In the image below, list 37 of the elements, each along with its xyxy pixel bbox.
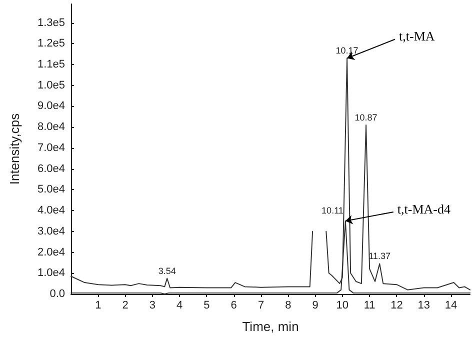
x-tick-label: 2 — [122, 300, 128, 312]
y-tick-label: 2.0e4 — [37, 246, 65, 258]
y-axis-title: Intensity,cps — [7, 112, 22, 185]
annotation: t,t-MA-d4 — [397, 201, 451, 216]
y-tick-label: 9.0e4 — [37, 100, 65, 112]
x-tick-label: 6 — [230, 300, 237, 312]
x-tick-label: 3 — [149, 300, 156, 312]
x-tick-label: 13 — [418, 300, 430, 312]
x-axis-title: Time, min — [242, 319, 299, 334]
y-tick-label: 5.0e4 — [37, 184, 65, 196]
y-tick-label: 8.0e4 — [37, 121, 65, 134]
y-tick-label: 1.2e5 — [37, 38, 65, 50]
annotation: 3.54 — [158, 266, 176, 276]
y-tick-label: 1.3e5 — [37, 16, 65, 29]
y-tick-label: 1.0e5 — [37, 79, 65, 92]
x-tick-label: 14 — [444, 300, 458, 312]
annotation: 10.87 — [354, 112, 378, 123]
x-tick-label: 8 — [285, 300, 292, 312]
x-tick-label: 4 — [176, 300, 183, 312]
x-tick-label: 7 — [258, 300, 264, 312]
x-tick-label: 12 — [390, 300, 403, 312]
y-tick-label: 4.0e4 — [37, 204, 65, 217]
y-tick-label: 3.0e4 — [37, 225, 65, 238]
annotation: 10.11 — [322, 205, 344, 216]
y-tick-label: 7.0e4 — [37, 142, 65, 154]
x-tick-label: 9 — [312, 300, 318, 312]
y-tick-label: 1.1e5 — [37, 58, 65, 71]
annotation: 10.17 — [336, 46, 358, 56]
x-tick-label: 10 — [336, 300, 349, 312]
x-tick-label: 5 — [204, 300, 210, 312]
annotation: t,t-MA — [399, 28, 436, 44]
y-tick-label: 0.0 — [50, 288, 65, 300]
x-tick-label: 11 — [364, 300, 376, 312]
annotation: 11.37 — [368, 251, 391, 262]
y-tick-label: 6.0e4 — [37, 162, 65, 175]
x-tick-label: 1 — [95, 300, 102, 312]
y-tick-label: 1.0e4 — [37, 267, 65, 280]
